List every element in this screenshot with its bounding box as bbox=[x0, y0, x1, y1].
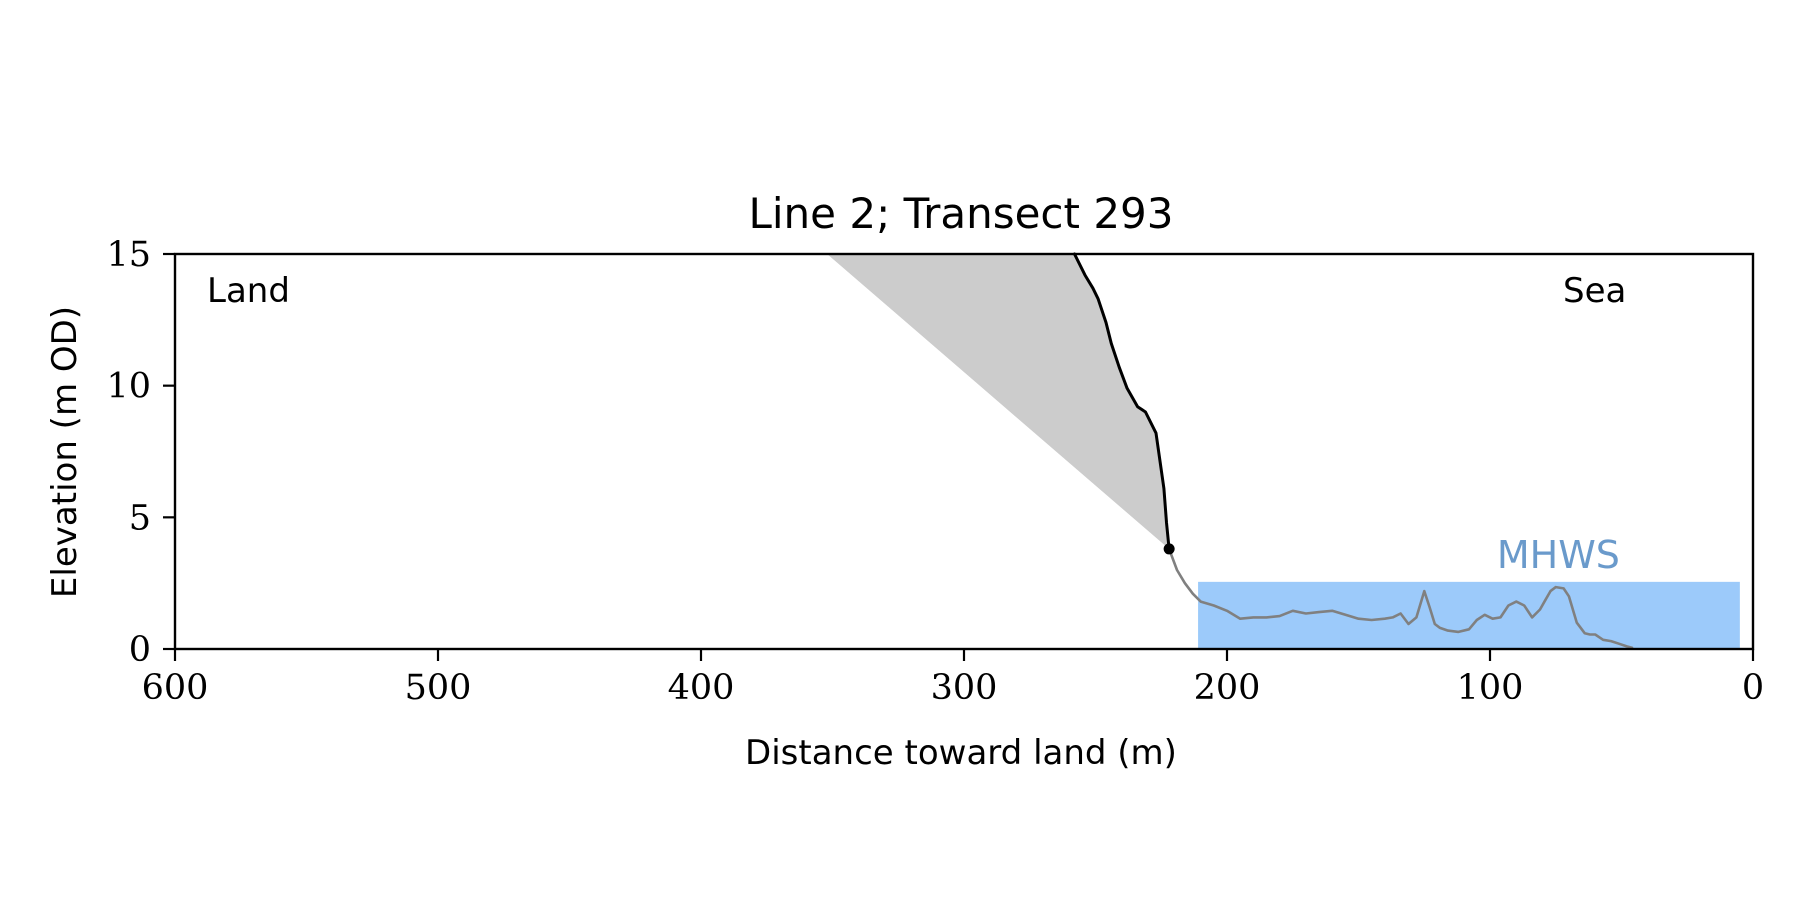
cliff-line bbox=[1073, 252, 1171, 551]
shaded-region-cliff-fill bbox=[827, 254, 1170, 549]
x-tick-label: 0 bbox=[1742, 668, 1764, 708]
x-tick-label: 600 bbox=[142, 668, 209, 708]
y-tick-label: 15 bbox=[106, 235, 151, 275]
x-tick-label: 500 bbox=[405, 668, 472, 708]
chart-title: Line 2; Transect 293 bbox=[748, 189, 1173, 238]
x-axis-label: Distance toward land (m) bbox=[745, 733, 1177, 773]
sea-annotation: Sea bbox=[1563, 271, 1626, 311]
land-annotation: Land bbox=[207, 271, 290, 311]
x-tick-label: 100 bbox=[1457, 668, 1524, 708]
y-axis-label: Elevation (m OD) bbox=[45, 306, 85, 598]
mhws-label: MHWS bbox=[1497, 533, 1620, 577]
x-tick-label: 200 bbox=[1194, 668, 1261, 708]
y-tick-label: 5 bbox=[129, 498, 151, 538]
y-tick-label: 10 bbox=[106, 367, 151, 407]
plot-area: MHWS bbox=[827, 252, 1740, 649]
x-tick-label: 300 bbox=[931, 668, 998, 708]
x-tick-label: 400 bbox=[668, 668, 735, 708]
y-tick-label: 0 bbox=[129, 630, 151, 670]
axes: 600 500 400 300 200 100 0 0 5 10 15 bbox=[106, 235, 1764, 708]
cliff-toe-point bbox=[1163, 543, 1175, 555]
foreshore-line bbox=[1167, 547, 1634, 649]
mhws-band bbox=[1198, 581, 1740, 649]
